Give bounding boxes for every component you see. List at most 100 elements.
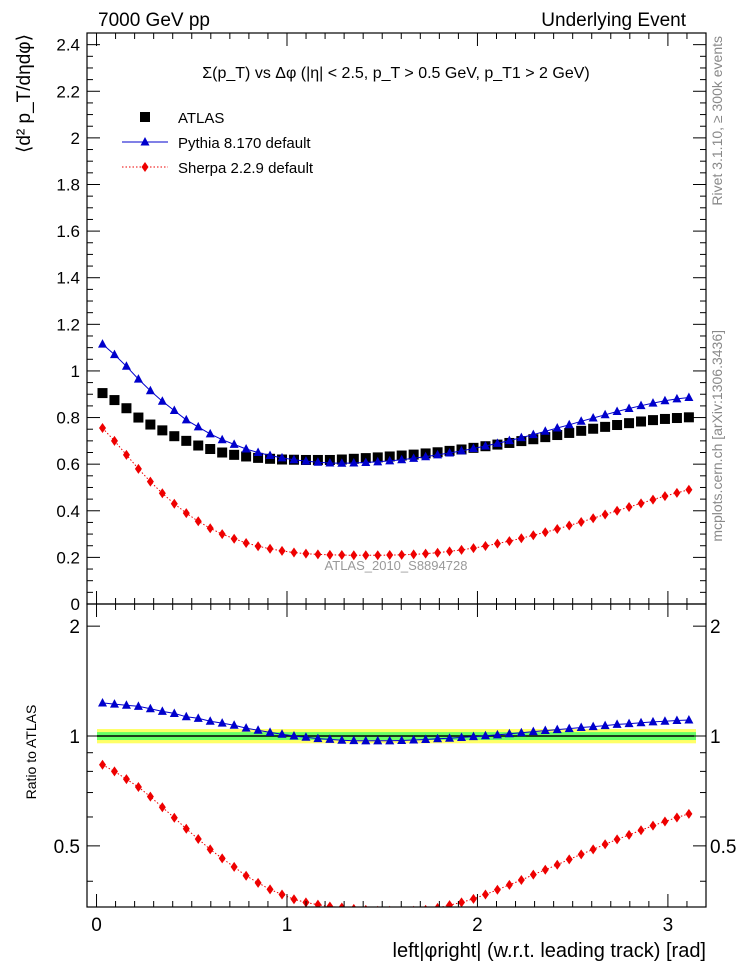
data-point bbox=[385, 455, 395, 465]
ratio-point bbox=[649, 820, 657, 831]
ratio-point bbox=[457, 732, 467, 741]
ratio-point bbox=[373, 735, 383, 745]
ratio-point bbox=[469, 893, 477, 904]
data-point bbox=[278, 545, 286, 556]
data-point bbox=[588, 413, 598, 422]
legend: ATLAS Pythia 8.170 default Sherpa 2.2.9 de… bbox=[122, 110, 314, 177]
ratio-point bbox=[182, 823, 190, 834]
data-point bbox=[421, 451, 431, 461]
data-point bbox=[553, 523, 561, 534]
legend-marker bbox=[140, 137, 150, 146]
data-point bbox=[241, 451, 252, 462]
ratio-point bbox=[326, 901, 334, 907]
data-point bbox=[468, 443, 478, 453]
data-point bbox=[577, 516, 585, 527]
data-point bbox=[109, 349, 119, 359]
ratio-point bbox=[481, 889, 489, 900]
data-point bbox=[492, 438, 502, 447]
ratio-y-tick-label-right: 0.5 bbox=[710, 837, 736, 858]
ratio-point bbox=[540, 725, 550, 735]
main-y-axis-label: ⟨d² p_T/dηdφ⟩ bbox=[14, 34, 35, 153]
data-point bbox=[660, 395, 670, 405]
ratio-point bbox=[552, 724, 562, 734]
ratio-point bbox=[672, 715, 682, 724]
data-point bbox=[194, 516, 202, 527]
ratio-point bbox=[421, 734, 431, 744]
ratio-point bbox=[337, 735, 347, 744]
main-y-tick-label: 2.2 bbox=[56, 82, 80, 101]
main-y-tick-label: 1 bbox=[71, 362, 80, 381]
ratio-y-tick-label: 0.5 bbox=[54, 837, 80, 858]
x-axis-label: left|φright| (w.r.t. leading track) [rad… bbox=[393, 940, 706, 962]
ratio-point bbox=[648, 716, 658, 726]
data-point bbox=[636, 416, 647, 427]
ratio-point bbox=[458, 897, 466, 907]
ratio-frame bbox=[86, 603, 707, 908]
data-point bbox=[362, 550, 370, 561]
data-point bbox=[169, 405, 179, 415]
data-point bbox=[265, 450, 275, 460]
data-point bbox=[685, 484, 693, 495]
ratio-point bbox=[146, 791, 154, 802]
ratio-point bbox=[564, 723, 574, 733]
data-point bbox=[397, 454, 407, 464]
data-point bbox=[241, 444, 251, 453]
ratio-point bbox=[313, 733, 323, 743]
ratio-point bbox=[217, 718, 227, 727]
data-point bbox=[181, 414, 191, 424]
ratio-point bbox=[169, 708, 179, 717]
data-point bbox=[684, 392, 694, 402]
data-point bbox=[565, 520, 573, 531]
ratio-point bbox=[278, 889, 286, 900]
data-point bbox=[218, 529, 226, 540]
data-point bbox=[516, 432, 526, 442]
ratio-line bbox=[102, 764, 690, 907]
main-y-tick-label: 1.4 bbox=[56, 269, 80, 288]
data-point bbox=[446, 546, 454, 557]
ratio-point bbox=[290, 894, 298, 905]
ratio-point bbox=[133, 701, 143, 710]
main-y-tick-label: 0.6 bbox=[56, 455, 80, 474]
ratio-point bbox=[314, 899, 322, 907]
ratio-point bbox=[588, 721, 598, 731]
ratio-point bbox=[541, 864, 549, 875]
data-point bbox=[505, 536, 513, 547]
ratio-point bbox=[289, 731, 299, 740]
ratio-point bbox=[565, 854, 573, 865]
ratio-point bbox=[181, 711, 191, 721]
ratio-point bbox=[529, 869, 537, 880]
ratio-point bbox=[266, 884, 274, 895]
ratio-point bbox=[576, 722, 586, 732]
ratio-point bbox=[385, 735, 395, 745]
data-point bbox=[254, 541, 262, 552]
data-point bbox=[230, 533, 238, 544]
data-point bbox=[589, 513, 597, 524]
data-point bbox=[600, 421, 611, 432]
series-1 bbox=[98, 339, 694, 467]
ratio-point bbox=[134, 781, 142, 792]
data-point bbox=[193, 421, 203, 431]
ratio-point bbox=[624, 718, 634, 728]
main-y-tick-label: 0.4 bbox=[56, 502, 80, 521]
ratio-point bbox=[553, 859, 561, 870]
data-point bbox=[133, 374, 143, 383]
main-y-tick-label: 0.8 bbox=[56, 409, 80, 428]
main-y-tick-label: 1.8 bbox=[56, 175, 80, 194]
ratio-point bbox=[660, 716, 670, 725]
data-point bbox=[601, 509, 609, 520]
data-point bbox=[576, 416, 586, 425]
data-point bbox=[325, 457, 335, 467]
ratio-point bbox=[301, 732, 311, 741]
ratio-point bbox=[242, 870, 250, 881]
ratio-series-0 bbox=[98, 697, 694, 745]
data-point bbox=[97, 388, 108, 399]
data-point bbox=[564, 427, 575, 438]
ratio-point bbox=[517, 875, 525, 886]
ratio-point bbox=[361, 735, 371, 745]
rivet-label: Rivet 3.1.10, ≥ 300k events bbox=[709, 36, 725, 206]
legend-label: Sherpa 2.2.9 default bbox=[178, 160, 314, 177]
data-point bbox=[613, 505, 621, 516]
data-point bbox=[528, 434, 539, 445]
data-point bbox=[361, 457, 371, 467]
data-point bbox=[683, 412, 694, 423]
